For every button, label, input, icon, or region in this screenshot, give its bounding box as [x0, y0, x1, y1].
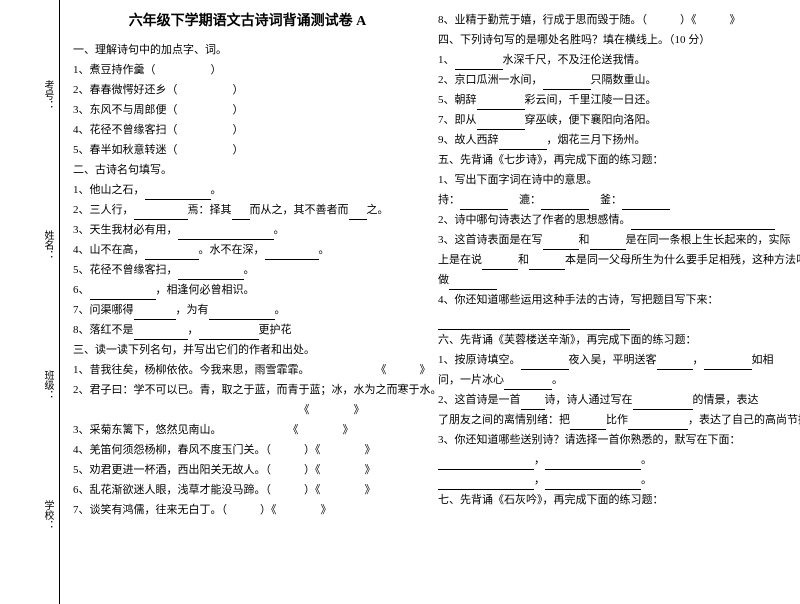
right-column: 8、业精于勤荒于嬉，行成于思而毁于随。（ ）《 》四、下列诗句写的是哪处名胜吗？…	[430, 10, 795, 520]
text-line: 3、这首诗表面是在写和是在同一条根上生长起来的，实际	[438, 230, 787, 250]
text-line: 一、理解诗句中的加点字、词。	[73, 40, 422, 60]
text-line: 4、花径不曾缘客扫（ ）	[73, 120, 422, 140]
text-line: 1、按原诗填空。夜入吴，平明送客，如相	[438, 350, 787, 370]
text-line: 5、朝辞彩云间，千里江陵一日还。	[438, 90, 787, 110]
left-column: 六年级下学期语文古诗词背诵测试卷 A 一、理解诗句中的加点字、词。1、煮豆持作羹…	[65, 10, 430, 520]
text-line: 3、采菊东篱下，悠然见南山。 《 》	[73, 420, 422, 440]
text-line: 问，一片冰心。	[438, 370, 787, 390]
text-line: 六、先背诵《芙蓉楼送辛渐》，再完成下面的练习题：	[438, 330, 787, 350]
text-line: 5、花径不曾缘客扫，。	[73, 260, 422, 280]
text-line: 3、东风不与周郎便（ ）	[73, 100, 422, 120]
text-line	[438, 310, 787, 330]
text-line: 7、谈笑有鸿儒，往来无白丁。（ ）《 》	[73, 500, 422, 520]
text-line: 二、古诗名句填写。	[73, 160, 422, 180]
page-title: 六年级下学期语文古诗词背诵测试卷 A	[73, 10, 422, 30]
text-line: 做	[438, 270, 787, 290]
text-line: 七、先背诵《石灰吟》，再完成下面的练习题：	[438, 490, 787, 510]
text-line: 1、写出下面字词在诗中的意思。	[438, 170, 787, 190]
text-line: 1、煮豆持作羹（ ）	[73, 60, 422, 80]
text-line: ，。	[438, 470, 787, 490]
text-line: 6、乱花渐欲迷人眼，浅草才能没马蹄。（ ）《 》	[73, 480, 422, 500]
label-xuexiao: 学校：	[40, 500, 55, 530]
label-xingming: 姓名：	[40, 230, 55, 260]
text-line: ，。	[438, 450, 787, 470]
text-line: 8、落红不是，更护花	[73, 320, 422, 340]
text-line: 3、你还知道哪些送别诗？请选择一首你熟悉的，默写在下面：	[438, 430, 787, 450]
text-line: 2、春春微愕好还乡（ ）	[73, 80, 422, 100]
text-line: 上是在说和本是同一父母所生为什么要手足相残，这种方法叫	[438, 250, 787, 270]
text-line: 6、，相逢何必曾相识。	[73, 280, 422, 300]
content-area: 六年级下学期语文古诗词背诵测试卷 A 一、理解诗句中的加点字、词。1、煮豆持作羹…	[65, 10, 795, 520]
text-line: 2、君子曰：学不可以已。青，取之于蓝，而青于蓝；冰，水为之而寒于水。	[73, 380, 422, 400]
text-line: 1、他山之石，。	[73, 180, 422, 200]
text-line: 4、羌笛何须怨杨柳，春风不度玉门关。（ ）《 》	[73, 440, 422, 460]
text-line: 5、劝君更进一杯酒，西出阳关无故人。（ ）《 》	[73, 460, 422, 480]
text-line: 《 》	[73, 400, 422, 420]
text-line: 7、问渠哪得，为有。	[73, 300, 422, 320]
text-line: 3、天生我材必有用，。	[73, 220, 422, 240]
text-line: 8、业精于勤荒于嬉，行成于思而毁于随。（ ）《 》	[438, 10, 787, 30]
text-line: 1、昔我往矣，杨柳依依。今我来思，雨雪霏霏。 《 》	[73, 360, 422, 380]
text-line: 三、读一读下列名句，并写出它们的作者和出处。	[73, 340, 422, 360]
sidebar: 考号： 姓名： 班级： 学校：	[0, 0, 60, 604]
text-line: 持： 漉： 釜：	[438, 190, 787, 210]
text-line: 9、故人西辞，烟花三月下扬州。	[438, 130, 787, 150]
text-line: 5、春半如秋意转迷（ ）	[73, 140, 422, 160]
label-kaohao: 考号：	[40, 80, 55, 110]
text-line: 2、三人行，焉：择其而从之，其不善者而之。	[73, 200, 422, 220]
text-line: 7、即从穿巫峡，便下襄阳向洛阳。	[438, 110, 787, 130]
label-banji: 班级：	[40, 370, 55, 400]
text-line: 4、你还知道哪些运用这种手法的古诗，写把题目写下来：	[438, 290, 787, 310]
text-line: 了朋友之间的离情别绪：把比作，表达了自己的高尚节操。	[438, 410, 787, 430]
text-line: 四、下列诗句写的是哪处名胜吗？填在横线上。（10 分）	[438, 30, 787, 50]
text-line: 2、这首诗是一首诗，诗人通过写在的情景，表达	[438, 390, 787, 410]
text-line: 2、京口瓜洲一水间，只隔数重山。	[438, 70, 787, 90]
text-line: 4、山不在高，。水不在深，。	[73, 240, 422, 260]
text-line: 2、诗中哪句诗表达了作者的思想感情。	[438, 210, 787, 230]
text-line: 五、先背诵《七步诗》，再完成下面的练习题：	[438, 150, 787, 170]
text-line: 1、水深千尺，不及汪伦送我情。	[438, 50, 787, 70]
